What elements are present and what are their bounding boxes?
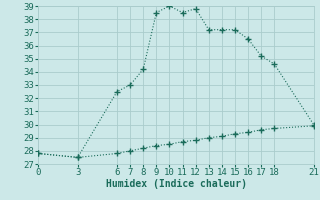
X-axis label: Humidex (Indice chaleur): Humidex (Indice chaleur)	[106, 179, 246, 189]
